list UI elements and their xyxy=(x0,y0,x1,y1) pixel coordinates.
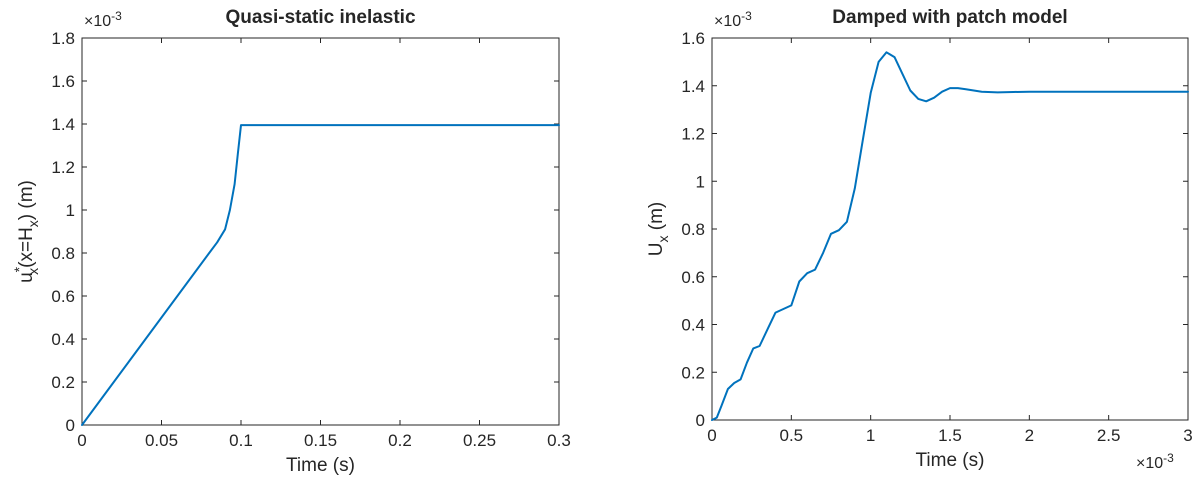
x-tick-label: 0 xyxy=(707,426,716,445)
y-tick-label: 0.2 xyxy=(681,363,705,382)
x-tick-label: 0.05 xyxy=(145,431,178,450)
chart-panel-2: 0 0.5 1 1.5 2 2.5 300.20.40.60.811.21.41.6×10-… xyxy=(646,7,1193,472)
y-tick-label: 1.2 xyxy=(681,125,705,144)
x-multiplier-exponent: -3 xyxy=(1163,451,1174,465)
x-multiplier-base: ×10 xyxy=(1136,455,1163,472)
y-axis-label: Ux (m) xyxy=(646,202,671,257)
plot-frame xyxy=(711,37,1189,421)
y-multiplier-base: ×10 xyxy=(714,13,741,30)
y-axis-multiplier: ×10-3 xyxy=(714,9,752,30)
x-tick-label: 0.15 xyxy=(304,431,337,450)
y-label-middle: (x=H xyxy=(16,227,37,268)
y-tick-label: 1.8 xyxy=(51,29,75,48)
y-tick-label: 1.4 xyxy=(51,115,75,134)
y-tick-label: 0.2 xyxy=(51,373,75,392)
y-label-subscript-2: x xyxy=(25,220,41,227)
chart-title: Quasi-static inelastic xyxy=(225,7,416,28)
x-axis-label: Time (s) xyxy=(286,455,355,476)
x-tick-label: 0.3 xyxy=(547,431,571,450)
y-tick-label: 1.2 xyxy=(51,158,75,177)
x-tick-label: 0.25 xyxy=(463,431,496,450)
y-tick-label: 1 xyxy=(696,172,705,191)
y-multiplier-exponent: -3 xyxy=(111,9,122,23)
y-tick-label: 0.6 xyxy=(681,268,705,287)
y-label-main: U xyxy=(646,243,667,257)
y-tick-label: 0.6 xyxy=(51,287,75,306)
y-tick-label: 1.6 xyxy=(681,29,705,48)
x-tick-label: 3 xyxy=(1183,426,1192,445)
y-tick-label: 0.4 xyxy=(681,316,705,335)
y-tick-label: 1 xyxy=(66,201,75,220)
y-axis-label: u*x(x=Hx) (m) xyxy=(11,180,41,283)
y-label-subscript: x xyxy=(655,236,671,243)
x-tick-label: 0 xyxy=(77,431,86,450)
y-label-main: u xyxy=(16,272,37,283)
y-label-superscript: * xyxy=(11,266,27,272)
y-tick-label: 0.4 xyxy=(51,330,75,349)
y-multiplier-base: ×10 xyxy=(84,13,111,30)
y-label-end: ) (m) xyxy=(16,180,37,220)
x-tick-label: 1.5 xyxy=(938,426,962,445)
y-axis-multiplier: ×10-3 xyxy=(84,9,122,30)
x-tick-label: 1 xyxy=(866,426,875,445)
x-axis-label: Time (s) xyxy=(916,450,985,471)
chart-title: Damped with patch model xyxy=(832,7,1067,28)
x-tick-label: 0.2 xyxy=(388,431,412,450)
y-tick-label: 0 xyxy=(696,411,705,430)
y-tick-label: 1.6 xyxy=(51,72,75,91)
data-series-line xyxy=(711,51,1189,421)
x-tick-label: 2 xyxy=(1025,426,1034,445)
y-label-middle: (m) xyxy=(646,202,667,236)
y-tick-label: 0 xyxy=(66,416,75,435)
x-axis-multiplier: ×10-3 xyxy=(1136,451,1174,472)
plot-frame xyxy=(81,37,560,426)
y-tick-label: 0.8 xyxy=(681,220,705,239)
x-tick-label: 0.5 xyxy=(780,426,804,445)
chart-panel-1: 0 0.05 0.1 0.15 0.2 0.25 0.3 0 0.2 0.4 0.6 0.8 1 1.2 1… xyxy=(11,7,571,476)
y-tick-label: 0.8 xyxy=(51,244,75,263)
y-tick-label: 1.4 xyxy=(681,77,705,96)
x-tick-label: 2.5 xyxy=(1097,426,1121,445)
y-label-subscript: x xyxy=(25,268,41,275)
data-series-line xyxy=(81,124,560,426)
x-tick-label: 0.1 xyxy=(229,431,253,450)
y-multiplier-exponent: -3 xyxy=(741,9,752,23)
